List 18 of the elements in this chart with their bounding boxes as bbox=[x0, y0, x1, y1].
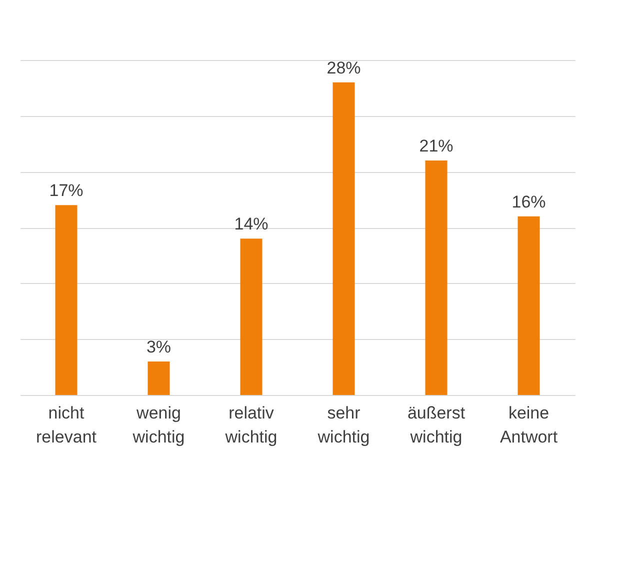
data-label: 28% bbox=[326, 58, 361, 78]
bar bbox=[55, 205, 78, 395]
x-tick-label: sehr wichtig bbox=[316, 404, 370, 446]
bar bbox=[425, 160, 448, 395]
bar bbox=[518, 216, 540, 395]
data-label: 16% bbox=[512, 192, 546, 212]
data-label: 17% bbox=[49, 181, 84, 200]
x-tick-label: nicht relevant bbox=[36, 404, 97, 446]
x-tick-label: relativ wichtig bbox=[224, 404, 278, 446]
bar bbox=[148, 362, 170, 395]
x-tick-label: äußerst wichtig bbox=[407, 404, 466, 446]
data-label: 14% bbox=[234, 214, 268, 234]
x-tick-label: keine Antwort bbox=[500, 404, 558, 446]
x-tick-label: wenig wichtig bbox=[132, 404, 185, 446]
data-label: 3% bbox=[146, 338, 172, 356]
bar bbox=[240, 238, 262, 395]
bar bbox=[332, 82, 355, 395]
data-label: 21% bbox=[419, 136, 454, 156]
